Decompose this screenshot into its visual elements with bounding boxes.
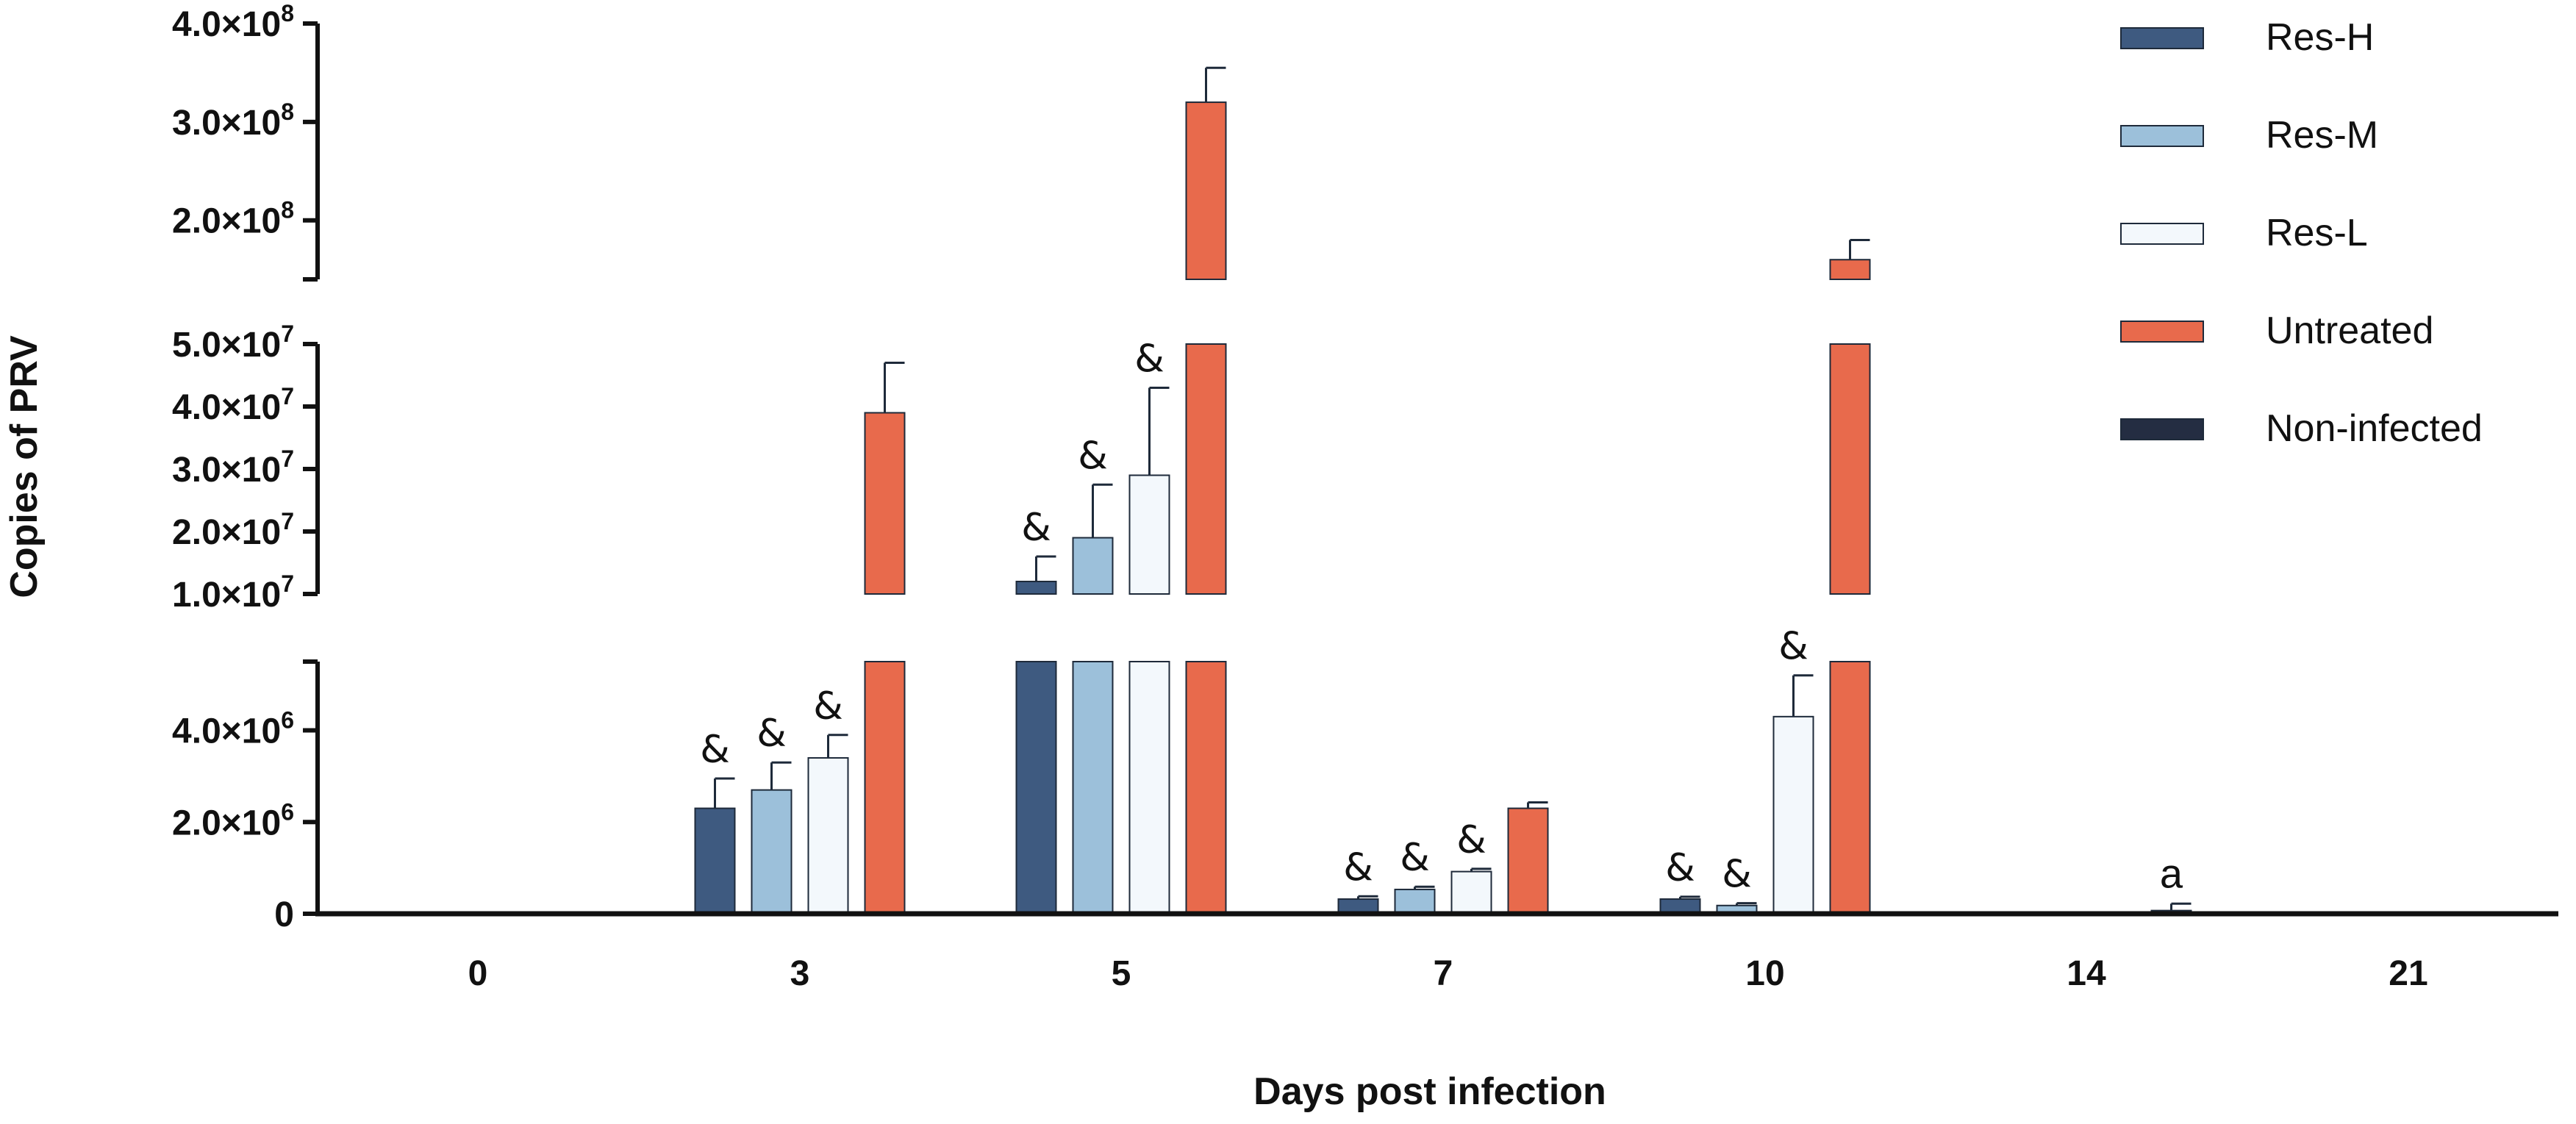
y-tick-label: 1.0×107	[172, 570, 294, 615]
bar-untreated-day-7	[1507, 807, 1549, 914]
bar-untreated-day-5-seg1	[1185, 343, 1227, 595]
significance-mark-res-l-day-3: &	[813, 684, 843, 729]
legend-swatch-res-l	[2120, 223, 2204, 245]
x-tick-label-day-14: 14	[2067, 954, 2106, 993]
x-tick-labels: 0 3 5 7 10 14 21	[468, 954, 2428, 993]
bar-untreated-day-10-seg2	[1829, 259, 1871, 281]
significance-mark-res-m-day-3: &	[756, 712, 787, 756]
legend-label-res-h: Res-H	[2266, 16, 2374, 59]
legend: Res-H Res-M Res-L Untreated Non-infected	[2120, 16, 2483, 450]
bars-layer	[694, 66, 2192, 915]
y-tick-label: 0	[274, 895, 294, 934]
bar-res-h-day-3	[694, 807, 736, 914]
x-tick-label-day-10: 10	[1745, 954, 1784, 993]
bar-untreated-day-3	[864, 661, 906, 914]
bar-res-l-day-5-seg1	[1128, 474, 1170, 595]
y-tick-label: 2.0×106	[172, 798, 294, 842]
bar-res-m-day-7	[1394, 888, 1436, 914]
bar-res-m-day-5	[1072, 661, 1114, 914]
y-axis-title: Copies of PRV	[3, 335, 46, 598]
y-tick-label: 4.0×107	[172, 383, 294, 427]
legend-swatch-res-h	[2120, 27, 2204, 49]
bar-res-m-day-3	[751, 789, 793, 914]
x-tick-label-day-21: 21	[2389, 954, 2427, 993]
bar-res-m-day-5-seg1	[1072, 537, 1114, 595]
significance-mark-res-m-day-5: &	[1078, 434, 1108, 478]
y-tick-label: 3.0×108	[172, 99, 294, 143]
x-tick-label-day-3: 3	[790, 954, 810, 993]
significance-mark-res-h-day-3: &	[700, 728, 730, 772]
y-tick-labels: 0 2.0×106 4.0×106 1.0×107 2.0×107 3.0×107 4.0×…	[172, 0, 294, 934]
legend-label-untreated: Untreated	[2266, 309, 2433, 352]
x-tick-label-day-7: 7	[1434, 954, 1453, 993]
y-tick-label: 2.0×108	[172, 197, 294, 241]
significance-mark-res-m-day-10: &	[1722, 853, 1752, 897]
legend-label-res-m: Res-M	[2266, 114, 2378, 157]
significance-annotations: &&& &&&& &&&&&a	[700, 337, 2183, 897]
bar-res-l-day-7	[1450, 870, 1492, 915]
y-tick-label: 2.0×107	[172, 508, 294, 552]
bar-res-l-day-10	[1772, 715, 1814, 914]
y-tick-label: 3.0×107	[172, 445, 294, 490]
bar-untreated-day-10-seg1	[1829, 343, 1871, 595]
bar-res-h-day-5-seg1	[1015, 581, 1057, 595]
legend-swatch-res-m	[2120, 125, 2204, 147]
significance-mark-res-h-day-10: &	[1665, 846, 1695, 890]
bar-untreated-day-10	[1829, 661, 1871, 914]
significance-mark-res-l-day-5: &	[1134, 337, 1164, 382]
significance-mark-res-l-day-7: &	[1456, 818, 1486, 862]
bar-untreated-day-5	[1185, 661, 1227, 914]
legend-swatch-non-infected	[2120, 418, 2204, 440]
bar-res-l-day-3	[807, 756, 849, 914]
x-axis-title: Days post infection	[1253, 1070, 1606, 1113]
y-tick-label: 4.0×106	[172, 707, 294, 751]
y-tick-label: 4.0×108	[172, 0, 294, 44]
significance-mark-res-l-day-10: &	[1778, 625, 1808, 669]
significance-mark-untreated-day-14: a	[2160, 850, 2183, 896]
significance-mark-res-h-day-7: &	[1343, 845, 1373, 889]
legend-swatch-untreated	[2120, 321, 2204, 343]
axes-layer	[303, 21, 2558, 917]
bar-untreated-day-5-seg2	[1185, 101, 1227, 280]
x-tick-label-day-0: 0	[468, 954, 488, 993]
legend-label-res-l: Res-L	[2266, 212, 2368, 254]
bar-res-h-day-5	[1015, 661, 1057, 914]
significance-mark-res-m-day-7: &	[1400, 836, 1430, 880]
x-tick-label-day-5: 5	[1112, 954, 1131, 993]
y-tick-label: 5.0×107	[172, 321, 294, 365]
significance-mark-res-h-day-5: &	[1021, 506, 1051, 550]
legend-label-non-infected: Non-infected	[2266, 407, 2483, 450]
bar-untreated-day-3-seg1	[864, 412, 906, 595]
bar-res-l-day-5	[1128, 661, 1170, 914]
